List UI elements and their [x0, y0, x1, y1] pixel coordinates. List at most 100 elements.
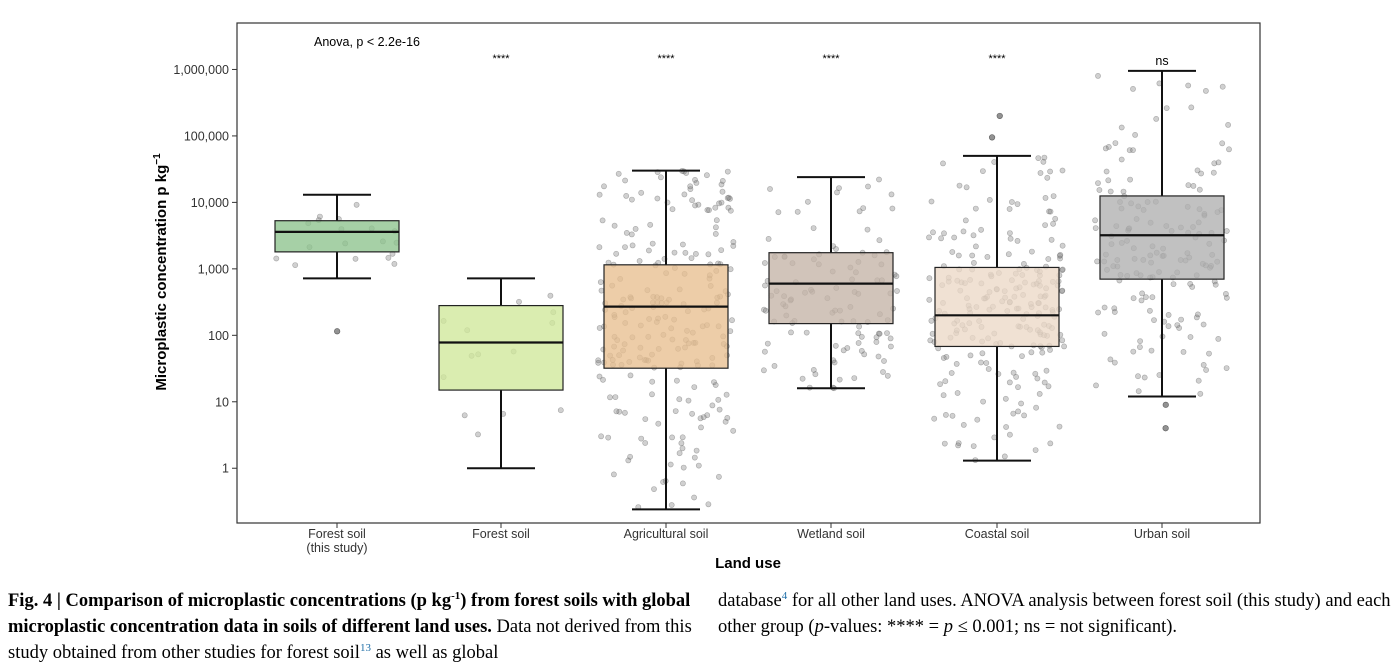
data-point: [926, 234, 932, 241]
data-point: [1212, 281, 1219, 288]
data-point: [709, 402, 716, 409]
data-point: [1203, 88, 1209, 94]
data-point: [1032, 447, 1039, 453]
data-point: [628, 231, 635, 238]
data-point: [615, 170, 622, 177]
data-point: [1042, 222, 1048, 228]
y-axis-title-main: Microplastic concentration p kg: [153, 165, 170, 391]
data-point: [1153, 116, 1160, 122]
data-point: [627, 453, 633, 460]
data-point: [689, 410, 695, 417]
data-point: [671, 249, 678, 256]
data-point: [963, 184, 970, 191]
x-tick-label: Wetland soil: [797, 527, 865, 541]
data-point: [951, 234, 958, 241]
data-point: [953, 360, 960, 367]
data-point: [1045, 383, 1052, 390]
data-point: [1176, 325, 1182, 331]
box: [768, 252, 894, 325]
data-point: [970, 232, 977, 239]
data-point: [712, 204, 719, 211]
data-point: [727, 207, 734, 214]
data-point: [1005, 251, 1012, 258]
data-point: [851, 375, 858, 381]
caption-ref-4[interactable]: 4: [781, 589, 788, 602]
data-point: [775, 209, 782, 216]
data-point: [596, 244, 603, 251]
data-point: [601, 183, 607, 190]
data-point: [833, 246, 839, 252]
data-point: [1010, 410, 1017, 417]
data-point: [812, 371, 819, 378]
data-point: [719, 188, 726, 195]
data-point: [692, 202, 698, 209]
data-point: [1006, 206, 1013, 212]
data-point: [794, 208, 801, 215]
caption-p-italic-2: p: [943, 617, 953, 637]
data-point: [956, 182, 963, 189]
data-point: [676, 396, 683, 403]
data-point: [623, 192, 630, 199]
x-axis-title: Land use: [715, 555, 781, 572]
data-point: [1039, 349, 1046, 356]
y-tick-label: 1: [222, 462, 229, 476]
data-point: [598, 433, 604, 440]
data-point: [762, 282, 768, 289]
data-point: [805, 198, 811, 205]
data-point: [930, 229, 936, 236]
data-point: [1092, 225, 1099, 231]
data-point: [1185, 182, 1192, 189]
data-point: [856, 323, 862, 330]
data-point: [799, 375, 806, 382]
data-point: [940, 355, 947, 361]
significance-label: ****: [657, 53, 675, 65]
data-point: [844, 345, 851, 351]
data-point: [1094, 258, 1100, 265]
data-point: [461, 412, 468, 419]
data-point: [888, 343, 894, 350]
data-point: [646, 247, 652, 254]
data-point: [1059, 337, 1066, 344]
data-point: [979, 350, 986, 357]
data-point: [941, 440, 948, 447]
anova-annotation: Anova, p < 2.2e-16: [314, 35, 420, 49]
data-point: [1147, 307, 1153, 314]
caption-ref-13[interactable]: 13: [359, 641, 371, 654]
data-point: [865, 183, 871, 190]
data-point: [861, 351, 868, 358]
data-point: [724, 168, 731, 175]
data-point: [1226, 146, 1232, 153]
data-point: [516, 298, 522, 305]
outlier-point: [334, 328, 341, 335]
data-point: [856, 208, 863, 215]
data-point: [873, 339, 880, 345]
data-point: [292, 262, 299, 268]
data-point: [1052, 215, 1059, 222]
data-point: [724, 195, 731, 201]
data-point: [1047, 168, 1053, 175]
data-point: [718, 199, 725, 206]
data-point: [949, 412, 956, 419]
data-point: [1130, 86, 1136, 92]
data-point: [600, 376, 606, 383]
data-point: [864, 226, 871, 233]
data-point: [611, 471, 617, 478]
data-point: [1102, 145, 1109, 152]
data-point: [1165, 311, 1172, 318]
data-point: [1044, 174, 1051, 181]
data-point: [940, 160, 946, 167]
data-point: [391, 260, 398, 267]
data-point: [761, 306, 767, 313]
data-point: [926, 275, 933, 282]
data-point: [669, 206, 676, 213]
data-point: [693, 447, 700, 454]
data-point: [651, 486, 657, 492]
data-point: [697, 415, 704, 422]
data-point: [1056, 252, 1063, 259]
data-point: [1148, 347, 1155, 354]
data-point: [1197, 390, 1204, 397]
data-point: [860, 205, 867, 211]
y-tick-label: 10,000: [191, 196, 229, 210]
data-point: [926, 296, 933, 303]
y-axis-title: Microplastic concentration p kg−1: [152, 153, 170, 391]
